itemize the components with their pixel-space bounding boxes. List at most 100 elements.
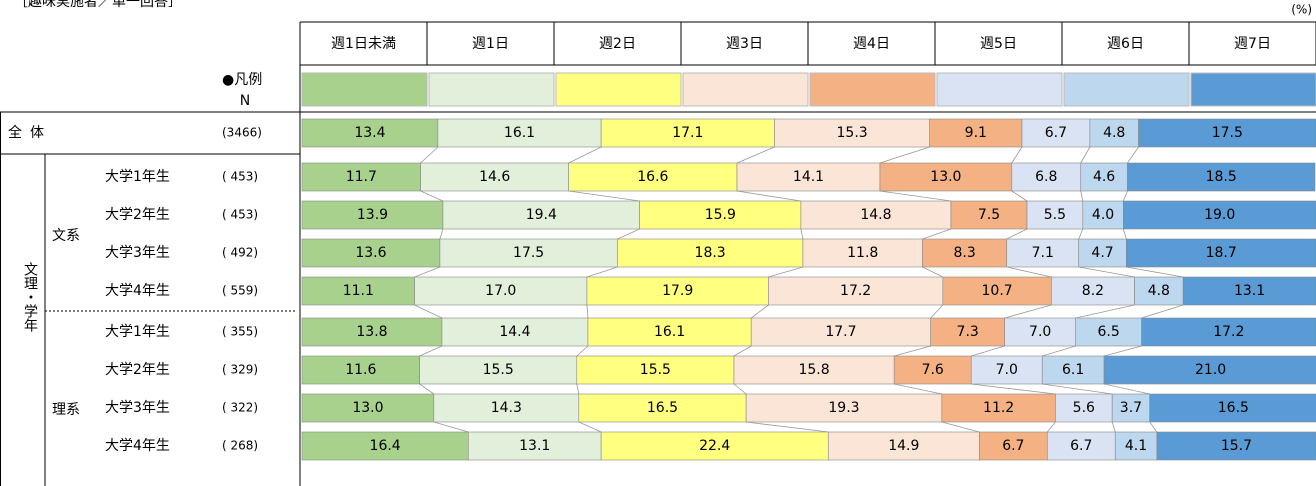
value-label: 6.8 (1035, 169, 1057, 185)
connector (1011, 146, 1023, 164)
row-label: 大学3年生 (105, 245, 170, 261)
bar-segment (617, 238, 804, 268)
value-label: 18.5 (1206, 169, 1237, 185)
value-label: 13.0 (930, 169, 961, 185)
bar-segment (439, 238, 618, 268)
connector (971, 383, 1056, 395)
value-label: 17.2 (1213, 324, 1244, 340)
bar-segment (1080, 162, 1128, 192)
value-label: 18.7 (1206, 245, 1237, 261)
connector (1103, 383, 1150, 395)
total-label: 全体 (8, 124, 52, 141)
bar-segment (1006, 238, 1080, 268)
connector (1004, 304, 1052, 319)
n-label: ( 322) (222, 401, 258, 415)
bar-segment (1041, 355, 1105, 385)
value-label: 13.0 (352, 400, 383, 416)
value-label: 13.1 (519, 438, 550, 454)
legend-entry: 週7日 (1234, 36, 1271, 52)
value-label: 11.6 (345, 362, 376, 378)
value-label: 15.9 (705, 207, 736, 223)
legend-entry: 週5日 (980, 36, 1017, 52)
connector (420, 190, 444, 202)
connector (971, 345, 1005, 357)
value-label: 16.4 (370, 438, 401, 454)
value-label: 13.9 (357, 207, 388, 223)
bar-segment (600, 118, 775, 148)
bar-segment (1127, 162, 1316, 192)
connector (1078, 228, 1084, 240)
n-label: ( 559) (222, 284, 258, 298)
bar-segment (433, 393, 580, 423)
value-label: 14.6 (479, 169, 510, 185)
value-label: 16.1 (504, 125, 535, 141)
connector (1141, 304, 1184, 319)
bar-segment (1046, 431, 1116, 461)
connector (1122, 228, 1127, 240)
legend-swatch (1190, 72, 1316, 107)
legend-swatch (809, 72, 936, 107)
bar-segment (639, 200, 802, 230)
connector (586, 266, 618, 278)
bar-segment (419, 355, 578, 385)
connector (1149, 421, 1158, 433)
bar-segment (301, 118, 439, 148)
value-label: 17.0 (485, 283, 516, 299)
n-label: ( 453) (222, 208, 258, 222)
bar-segment (441, 317, 589, 347)
value-label: 19.0 (1204, 207, 1235, 223)
connector (439, 228, 444, 240)
connector (1080, 146, 1091, 164)
connector (750, 304, 769, 319)
connector (922, 228, 952, 240)
value-label: 14.9 (888, 438, 919, 454)
n-label: (3466) (222, 126, 262, 140)
connector (420, 146, 439, 164)
value-label: 10.7 (982, 283, 1013, 299)
row-label: 大学2年生 (105, 207, 170, 223)
bar-segment (1051, 276, 1135, 306)
value-label: 3.7 (1120, 400, 1142, 416)
connector (1006, 266, 1052, 278)
value-label: 5.6 (1073, 400, 1095, 416)
bar-segment (1089, 118, 1139, 148)
n-label: ( 355) (222, 325, 258, 339)
legend-entry: 週1日 (472, 36, 509, 52)
connector (930, 304, 944, 319)
bar-segment (586, 276, 769, 306)
value-label: 6.7 (1002, 438, 1024, 454)
value-label: 7.6 (922, 362, 944, 378)
connector (894, 345, 931, 357)
bar-segment (768, 276, 944, 306)
legend-swatch (1063, 72, 1190, 107)
connector (568, 146, 602, 164)
connector (1111, 421, 1116, 433)
connector (800, 228, 804, 240)
bar-segment (1123, 200, 1316, 230)
connector (1126, 266, 1184, 278)
value-label: 15.5 (640, 362, 671, 378)
bar-segment (750, 317, 931, 347)
bar-segment (930, 317, 1006, 347)
row-label: 大学4年生 (105, 438, 170, 454)
legend-swatch (301, 72, 428, 107)
value-label: 13.4 (354, 125, 385, 141)
value-label: 19.4 (526, 207, 557, 223)
connector (733, 383, 747, 395)
n-label: ( 329) (222, 363, 258, 377)
bar-segment (301, 238, 441, 268)
connector (746, 421, 829, 433)
bar-segment (420, 162, 569, 192)
legend-entry: 週4日 (853, 36, 890, 52)
connector (586, 304, 589, 319)
value-label: 11.1 (343, 283, 374, 299)
n-label: ( 268) (222, 439, 258, 453)
outer-group: 文理・学年 (22, 262, 38, 332)
bar-segment (1114, 431, 1158, 461)
legend-entry: 週3日 (726, 36, 763, 52)
value-label: 5.5 (1044, 207, 1066, 223)
bar-segment (1026, 200, 1084, 230)
bar-segment (970, 355, 1043, 385)
value-label: 21.0 (1195, 362, 1226, 378)
